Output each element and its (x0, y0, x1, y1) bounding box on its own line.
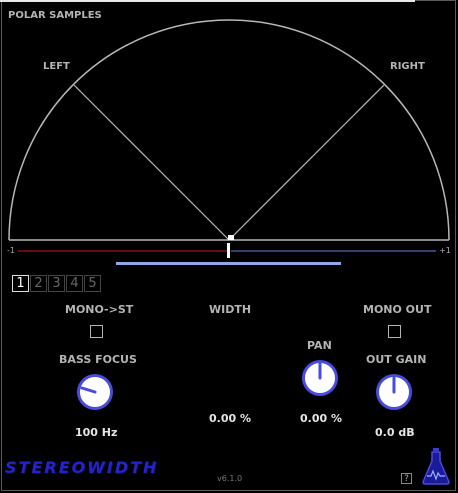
preset-button-5[interactable]: 5 (84, 275, 101, 292)
polar-title: POLAR SAMPLES (8, 10, 102, 21)
polar-left-axis (73, 84, 230, 241)
host-title-strip (0, 0, 415, 2)
mono-to-stereo-label: MONO->ST (65, 303, 134, 316)
flask-icon (422, 448, 450, 485)
width-value[interactable]: 0.00 % (209, 412, 251, 425)
correlation-min-label: -1 (7, 246, 15, 255)
preset-button-2[interactable]: 2 (30, 275, 47, 292)
out-gain-label: OUT GAIN (366, 353, 427, 366)
mono-to-stereo-checkbox[interactable] (90, 325, 103, 338)
correlation-indicator (227, 243, 230, 258)
polar-left-label: LEFT (43, 61, 70, 72)
preset-button-4[interactable]: 4 (66, 275, 83, 292)
bass-focus-label: BASS FOCUS (59, 353, 137, 366)
preset-selector: 1 2 3 4 5 (12, 275, 101, 292)
polar-right-label: RIGHT (390, 61, 425, 72)
bass-focus-knob[interactable] (77, 374, 113, 410)
polar-sample-dot (228, 235, 234, 240)
bass-focus-knob-pointer (80, 386, 97, 394)
pan-value: 0.00 % (300, 412, 342, 425)
polar-right-axis (228, 84, 385, 241)
polar-arc (8, 19, 450, 241)
width-bar (116, 262, 341, 265)
polar-scope (8, 19, 450, 265)
question-icon: ? (404, 474, 409, 484)
bass-focus-value: 100 Hz (75, 426, 118, 439)
version-label: v6.1.0 (217, 474, 243, 483)
preset-button-1[interactable]: 1 (12, 275, 29, 292)
correlation-max-label: +1 (439, 246, 451, 255)
pan-label: PAN (307, 339, 332, 352)
brand-logo-text: STEREOWIDTH (5, 458, 159, 477)
mono-out-checkbox[interactable] (388, 325, 401, 338)
out-gain-knob[interactable] (376, 374, 412, 410)
pan-knob[interactable] (302, 360, 338, 396)
width-label: WIDTH (209, 303, 252, 316)
help-button[interactable]: ? (401, 473, 412, 484)
out-gain-value: 0.0 dB (375, 426, 415, 439)
mono-out-label: MONO OUT (363, 303, 432, 316)
preset-button-3[interactable]: 3 (48, 275, 65, 292)
